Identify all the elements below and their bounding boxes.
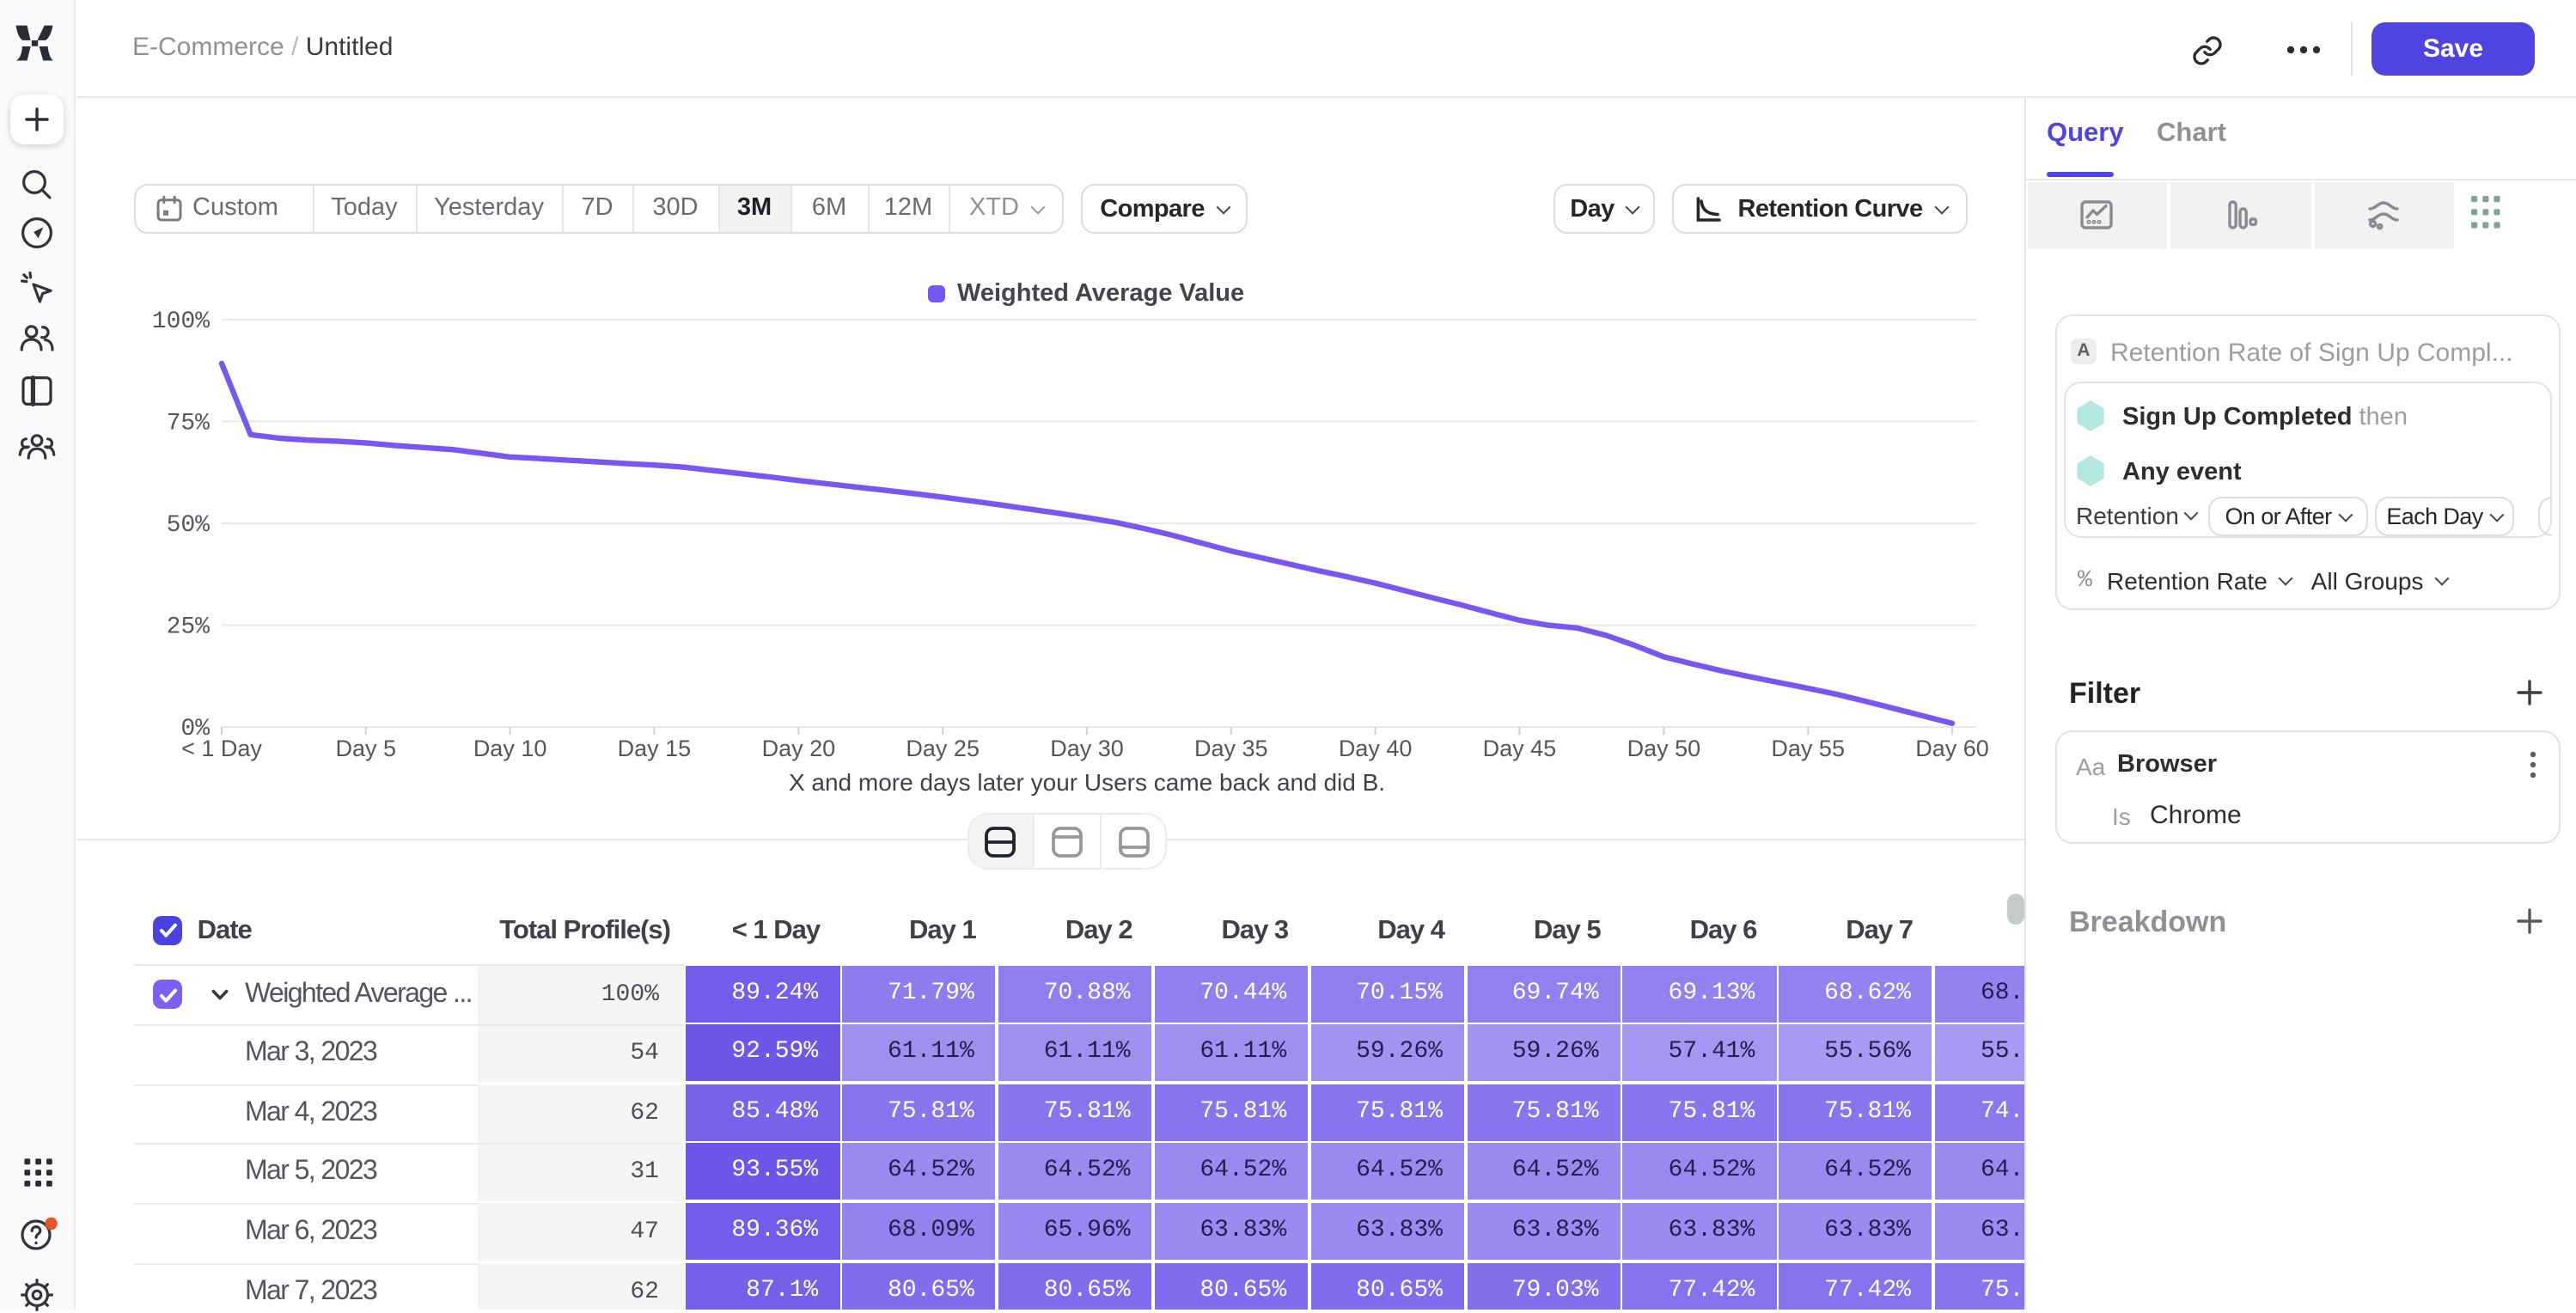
- svg-text:100%: 100%: [152, 308, 210, 335]
- svg-text:50%: 50%: [167, 512, 211, 539]
- svg-text:25%: 25%: [167, 614, 211, 640]
- svg-text:Day 45: Day 45: [1483, 736, 1557, 761]
- svg-text:Day 5: Day 5: [336, 736, 397, 761]
- svg-text:Day 50: Day 50: [1627, 736, 1701, 761]
- svg-text:Day 20: Day 20: [762, 736, 836, 761]
- svg-text:Day 55: Day 55: [1771, 736, 1845, 761]
- svg-text:0%: 0%: [180, 716, 210, 742]
- svg-text:Day 30: Day 30: [1050, 736, 1124, 761]
- svg-text:Day 40: Day 40: [1339, 736, 1413, 761]
- svg-text:Day 25: Day 25: [906, 736, 980, 761]
- svg-text:< 1 Day: < 1 Day: [181, 736, 262, 761]
- svg-text:Day 35: Day 35: [1194, 736, 1268, 761]
- svg-text:75%: 75%: [167, 411, 211, 437]
- svg-text:Day 15: Day 15: [618, 736, 692, 761]
- svg-text:Day 60: Day 60: [1915, 736, 1989, 761]
- svg-text:Day 10: Day 10: [473, 736, 547, 761]
